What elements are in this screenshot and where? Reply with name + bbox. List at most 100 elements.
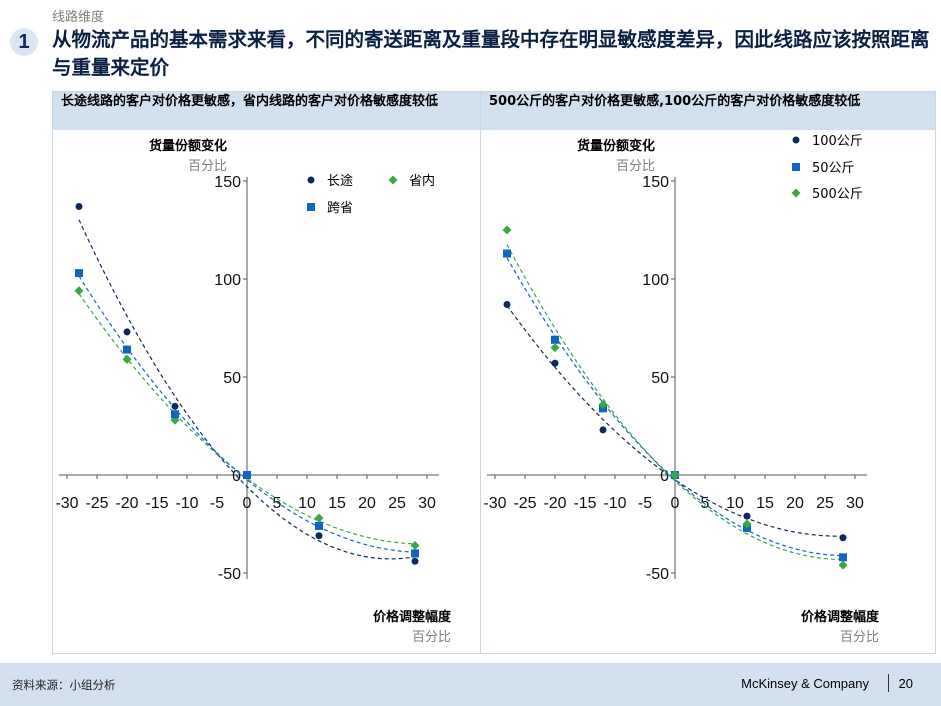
x-tick-label: -10 <box>603 495 626 512</box>
x-tick-label: 0 <box>671 495 680 512</box>
chart-panel-weight: 500公斤的客户对价格更敏感,100公斤的客户对价格敏感度较低 150 100 50… <box>480 91 936 654</box>
data-point-省内 <box>314 513 324 523</box>
data-point-100公斤 <box>503 300 511 308</box>
x-tick-label: -5 <box>210 495 224 512</box>
source-note: 资料来源：小组分析 <box>12 678 116 692</box>
data-point-长途 <box>171 402 179 410</box>
data-point-100公斤 <box>743 512 751 520</box>
legend-marker-100公斤 <box>792 136 800 144</box>
data-point-跨省 <box>243 471 251 479</box>
chart-panel-distance: 长途线路的客户对价格更敏感，省内线路的客户对价格敏感度较低 150 100 50 0 -… <box>52 91 508 654</box>
data-point-500公斤 <box>502 225 512 235</box>
data-point-100公斤 <box>839 534 847 542</box>
data-point-长途 <box>123 328 131 336</box>
x-axis-title: 价格调整幅度 <box>801 609 880 625</box>
x-tick-label: -25 <box>513 495 536 512</box>
x-tick-label: -30 <box>483 495 506 512</box>
legend-label-省内: 省内 <box>409 173 435 189</box>
trendline-省内 <box>78 293 416 545</box>
x-tick-label: 25 <box>388 495 406 512</box>
data-point-跨省 <box>75 269 83 278</box>
legend-label-500公斤: 500公斤 <box>812 187 863 202</box>
panel-title: 长途线路的客户对价格更敏感，省内线路的客户对价格敏感度较低 <box>53 92 507 130</box>
y-tick-label: 50 <box>223 370 241 387</box>
y-axis-unit: 百分比 <box>188 159 227 174</box>
x-tick-label: 15 <box>756 495 774 512</box>
x-tick-label: -5 <box>638 495 652 512</box>
data-point-长途 <box>315 532 323 540</box>
data-point-500公斤 <box>838 560 848 570</box>
x-tick-label: -25 <box>85 495 108 512</box>
x-tick-label: 10 <box>298 495 316 512</box>
x-tick-label: -20 <box>543 495 566 512</box>
data-point-100公斤 <box>599 426 607 434</box>
section-label: 线路维度 <box>52 10 105 25</box>
y-tick-label: -50 <box>646 566 669 583</box>
data-point-跨省 <box>171 410 179 419</box>
legend-label-50公斤: 50公斤 <box>812 161 855 176</box>
x-tick-label: 20 <box>358 495 376 512</box>
x-tick-label: -20 <box>115 495 138 512</box>
x-tick-label: 5 <box>273 495 282 512</box>
data-point-省内 <box>410 541 420 551</box>
x-tick-label: 30 <box>846 495 864 512</box>
legend-marker-长途 <box>307 176 315 184</box>
data-point-500公斤 <box>670 470 680 480</box>
x-axis-unit: 百分比 <box>840 630 879 645</box>
data-point-长途 <box>75 202 83 210</box>
x-axis-title: 价格调整幅度 <box>373 609 452 625</box>
trendline-100公斤 <box>506 305 843 537</box>
x-tick-label: -30 <box>55 495 78 512</box>
data-point-500公斤 <box>742 519 752 529</box>
trendline-跨省 <box>78 275 416 553</box>
x-tick-label: -10 <box>175 495 198 512</box>
data-point-跨省 <box>123 345 131 354</box>
y-tick-label: 0 <box>660 468 669 485</box>
x-tick-label: 30 <box>418 495 436 512</box>
y-tick-label: 100 <box>642 272 669 289</box>
footer-bar: 资料来源：小组分析 McKinsey & Company 20 <box>0 663 941 706</box>
y-tick-label: 150 <box>214 174 241 191</box>
trendline-50公斤 <box>506 257 844 557</box>
x-tick-label: 0 <box>243 495 252 512</box>
data-point-跨省 <box>411 549 419 558</box>
y-tick-label: 50 <box>651 370 669 387</box>
y-tick-label: 100 <box>214 272 241 289</box>
data-point-省内 <box>74 286 84 296</box>
x-tick-label: -15 <box>145 495 168 512</box>
x-axis-unit: 百分比 <box>412 630 451 645</box>
footer-separator <box>887 674 889 692</box>
data-point-长途 <box>411 557 419 565</box>
data-point-省内 <box>122 354 132 364</box>
data-point-50公斤 <box>839 553 847 562</box>
y-axis-title: 货量份额变化 <box>149 138 227 154</box>
data-point-500公斤 <box>550 343 560 353</box>
x-tick-label: -15 <box>573 495 596 512</box>
legend-label-长途: 长途 <box>327 173 353 189</box>
y-axis-title: 货量份额变化 <box>577 138 655 154</box>
trendline-长途 <box>78 219 416 560</box>
legend-marker-50公斤 <box>792 163 800 171</box>
legend-label-跨省: 跨省 <box>327 201 353 216</box>
data-point-50公斤 <box>503 249 511 258</box>
page-headline: 从物流产品的基本需求来看，不同的寄送距离及重量段中存在明显敏感度差异，因此线路应… <box>52 28 930 79</box>
panel-title: 500公斤的客户对价格更敏感,100公斤的客户对价格敏感度较低 <box>481 92 935 130</box>
x-tick-label: 10 <box>726 495 744 512</box>
data-point-100公斤 <box>551 359 559 367</box>
data-point-50公斤 <box>551 335 559 344</box>
x-tick-label: 15 <box>328 495 346 512</box>
page-number: 20 <box>898 676 913 691</box>
y-tick-label: 150 <box>642 174 669 191</box>
x-tick-label: 25 <box>816 495 834 512</box>
section-number-badge: 1 <box>10 28 38 56</box>
y-axis-unit: 百分比 <box>616 159 655 174</box>
x-tick-label: 20 <box>786 495 804 512</box>
data-point-500公斤 <box>598 399 608 409</box>
data-point-跨省 <box>315 521 323 530</box>
brand-name: McKinsey & Company <box>741 676 869 691</box>
legend-marker-跨省 <box>307 203 315 211</box>
legend-label-100公斤: 100公斤 <box>812 134 863 149</box>
legend-marker-省内 <box>388 175 398 185</box>
